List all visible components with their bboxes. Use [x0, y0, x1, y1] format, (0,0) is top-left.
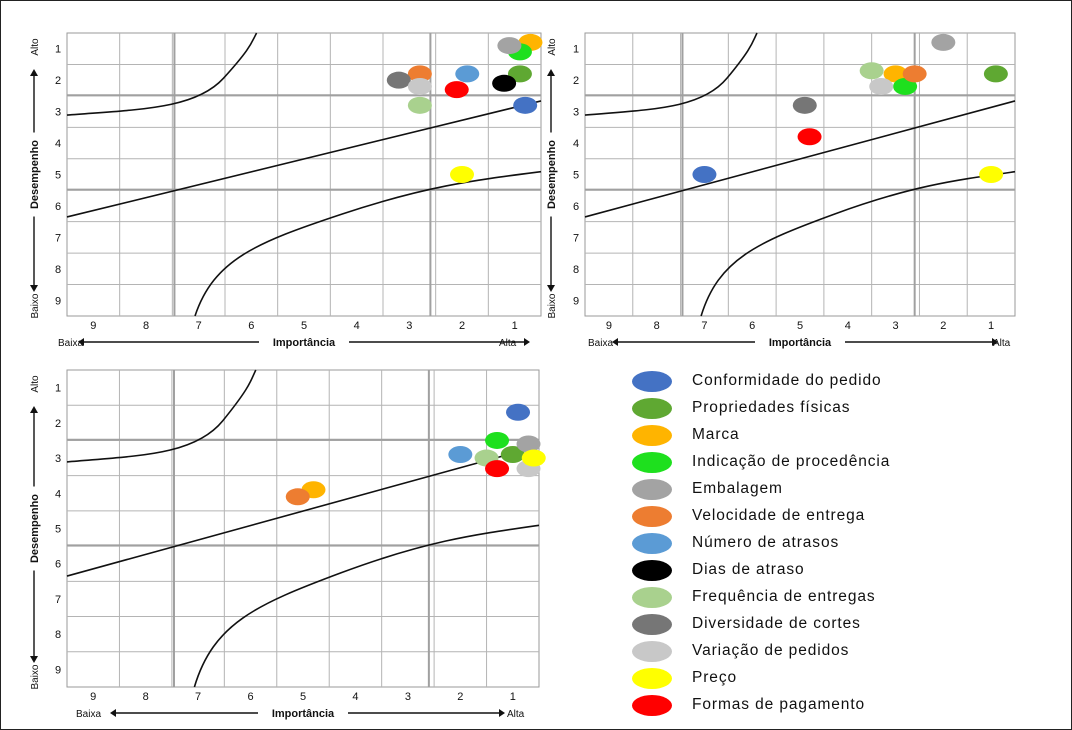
- x-axis-arrowhead-right: [524, 338, 530, 346]
- data-point: [513, 96, 538, 114]
- legend-label: Conformidade do pedido: [692, 372, 882, 389]
- data-point: [386, 71, 411, 89]
- data-point: [507, 65, 532, 83]
- legend-item: Frequência de entregas: [632, 585, 876, 609]
- legend-item: Preço: [632, 666, 737, 690]
- legend-label: Número de atrasos: [692, 534, 840, 551]
- legend-item: Número de atrasos: [632, 531, 839, 555]
- x-low-label: Baixa: [58, 338, 83, 349]
- legend-swatch: [632, 586, 672, 608]
- legend-swatch: [632, 559, 672, 581]
- legend-label: Marca: [692, 426, 740, 443]
- legend-item: Marca: [632, 423, 740, 447]
- legend-item: Dias de atraso: [632, 558, 805, 582]
- x-tick-label: 1: [512, 320, 518, 332]
- legend-item: Embalagem: [632, 477, 783, 501]
- data-point: [407, 65, 432, 83]
- legend-swatch: [632, 370, 672, 392]
- y-tick-label: 7: [55, 232, 61, 244]
- x-axis-title: Importância: [273, 337, 336, 349]
- data-point: [407, 96, 432, 114]
- legend-label: Indicação de procedência: [692, 453, 891, 470]
- data-point: [455, 65, 480, 83]
- legend-swatch: [632, 613, 672, 635]
- legend-item: Variação de pedidos: [632, 639, 849, 663]
- y-tick-label: 3: [55, 107, 61, 119]
- reference-line-diagonal: [66, 100, 542, 218]
- x-tick-label: 2: [459, 320, 465, 332]
- legend-swatch: [632, 397, 672, 419]
- y-tick-label: 5: [55, 170, 61, 182]
- legend-label: Frequência de entregas: [692, 588, 876, 605]
- legend-label: Dias de atraso: [692, 561, 805, 578]
- legend-item: Formas de pagamento: [632, 693, 865, 717]
- x-tick-label: 9: [90, 320, 96, 332]
- legend-swatch: [632, 424, 672, 446]
- y-tick-label: 4: [55, 138, 61, 150]
- data-point: [450, 166, 474, 183]
- legend-swatch: [632, 451, 672, 473]
- legend-swatch: [632, 667, 672, 689]
- legend-item: Diversidade de cortes: [632, 612, 861, 636]
- legend-swatch: [632, 694, 672, 716]
- y-tick-label: 6: [55, 201, 61, 213]
- legend-label: Embalagem: [692, 480, 783, 497]
- x-tick-label: 4: [354, 320, 360, 332]
- y-low-label: Baixo: [30, 293, 41, 318]
- data-point: [497, 37, 522, 55]
- x-tick-label: 7: [196, 320, 202, 332]
- data-point: [407, 77, 432, 95]
- x-tick-label: 6: [248, 320, 254, 332]
- y-tick-label: 2: [55, 75, 61, 87]
- legend-label: Preço: [692, 669, 737, 686]
- legend-label: Formas de pagamento: [692, 696, 866, 713]
- x-tick-label: 8: [143, 320, 149, 332]
- legend-item: Conformidade do pedido: [632, 369, 882, 393]
- legend-item: Indicação de procedência: [632, 450, 890, 474]
- data-point: [492, 74, 517, 92]
- legend-swatch: [632, 478, 672, 500]
- legend-item: Propriedades físicas: [632, 396, 850, 420]
- y-tick-label: 8: [55, 264, 61, 276]
- reference-curve-lower: [194, 170, 542, 317]
- y-high-label: Alto: [30, 38, 41, 56]
- y-tick-label: 9: [55, 295, 61, 307]
- data-point: [444, 81, 469, 99]
- legend-swatch: [632, 532, 672, 554]
- legend-swatch: [632, 505, 672, 527]
- y-axis-arrowhead-down: [30, 285, 38, 292]
- legend-swatch: [632, 640, 672, 662]
- y-axis-title: Desempenho: [29, 140, 41, 209]
- x-tick-label: 3: [406, 320, 412, 332]
- legend-label: Diversidade de cortes: [692, 615, 861, 632]
- x-tick-label: 5: [301, 320, 307, 332]
- legend-label: Variação de pedidos: [692, 642, 850, 659]
- y-axis-arrowhead-up: [30, 69, 38, 76]
- x-high-label: Alta: [499, 338, 517, 349]
- legend-label: Velocidade de entrega: [692, 507, 866, 524]
- x-axis-arrowhead-left: [78, 338, 84, 346]
- reference-curve-upper: [66, 32, 258, 116]
- legend-label: Propriedades físicas: [692, 399, 851, 416]
- y-tick-label: 1: [55, 44, 61, 56]
- legend-item: Velocidade de entrega: [632, 504, 865, 528]
